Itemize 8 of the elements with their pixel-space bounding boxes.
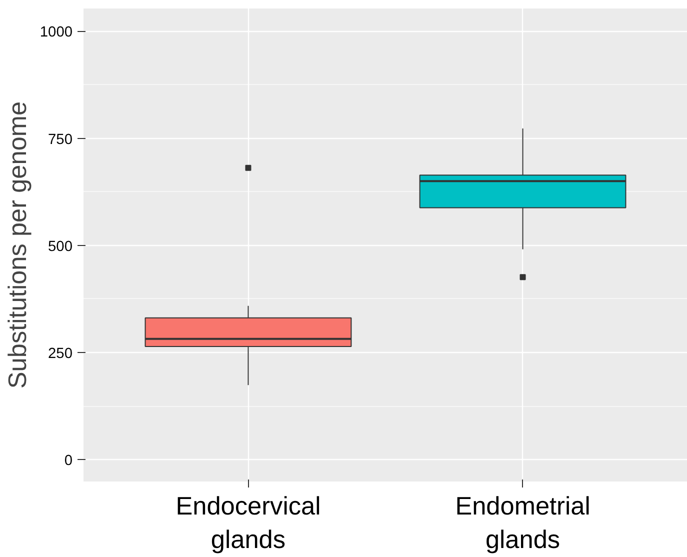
x-tick-label: Endocervical glands [176,492,321,554]
y-tick-label: 250 [48,346,73,362]
y-tick-label: 1000 [40,24,73,41]
x-tick-label: Endometrial glands [455,492,590,554]
y-tick-label: 750 [48,132,73,148]
y-axis-title: Substitutions per genome [4,101,32,389]
y-tick-label: 500 [48,238,73,255]
y-tick-label: 0 [64,453,73,470]
